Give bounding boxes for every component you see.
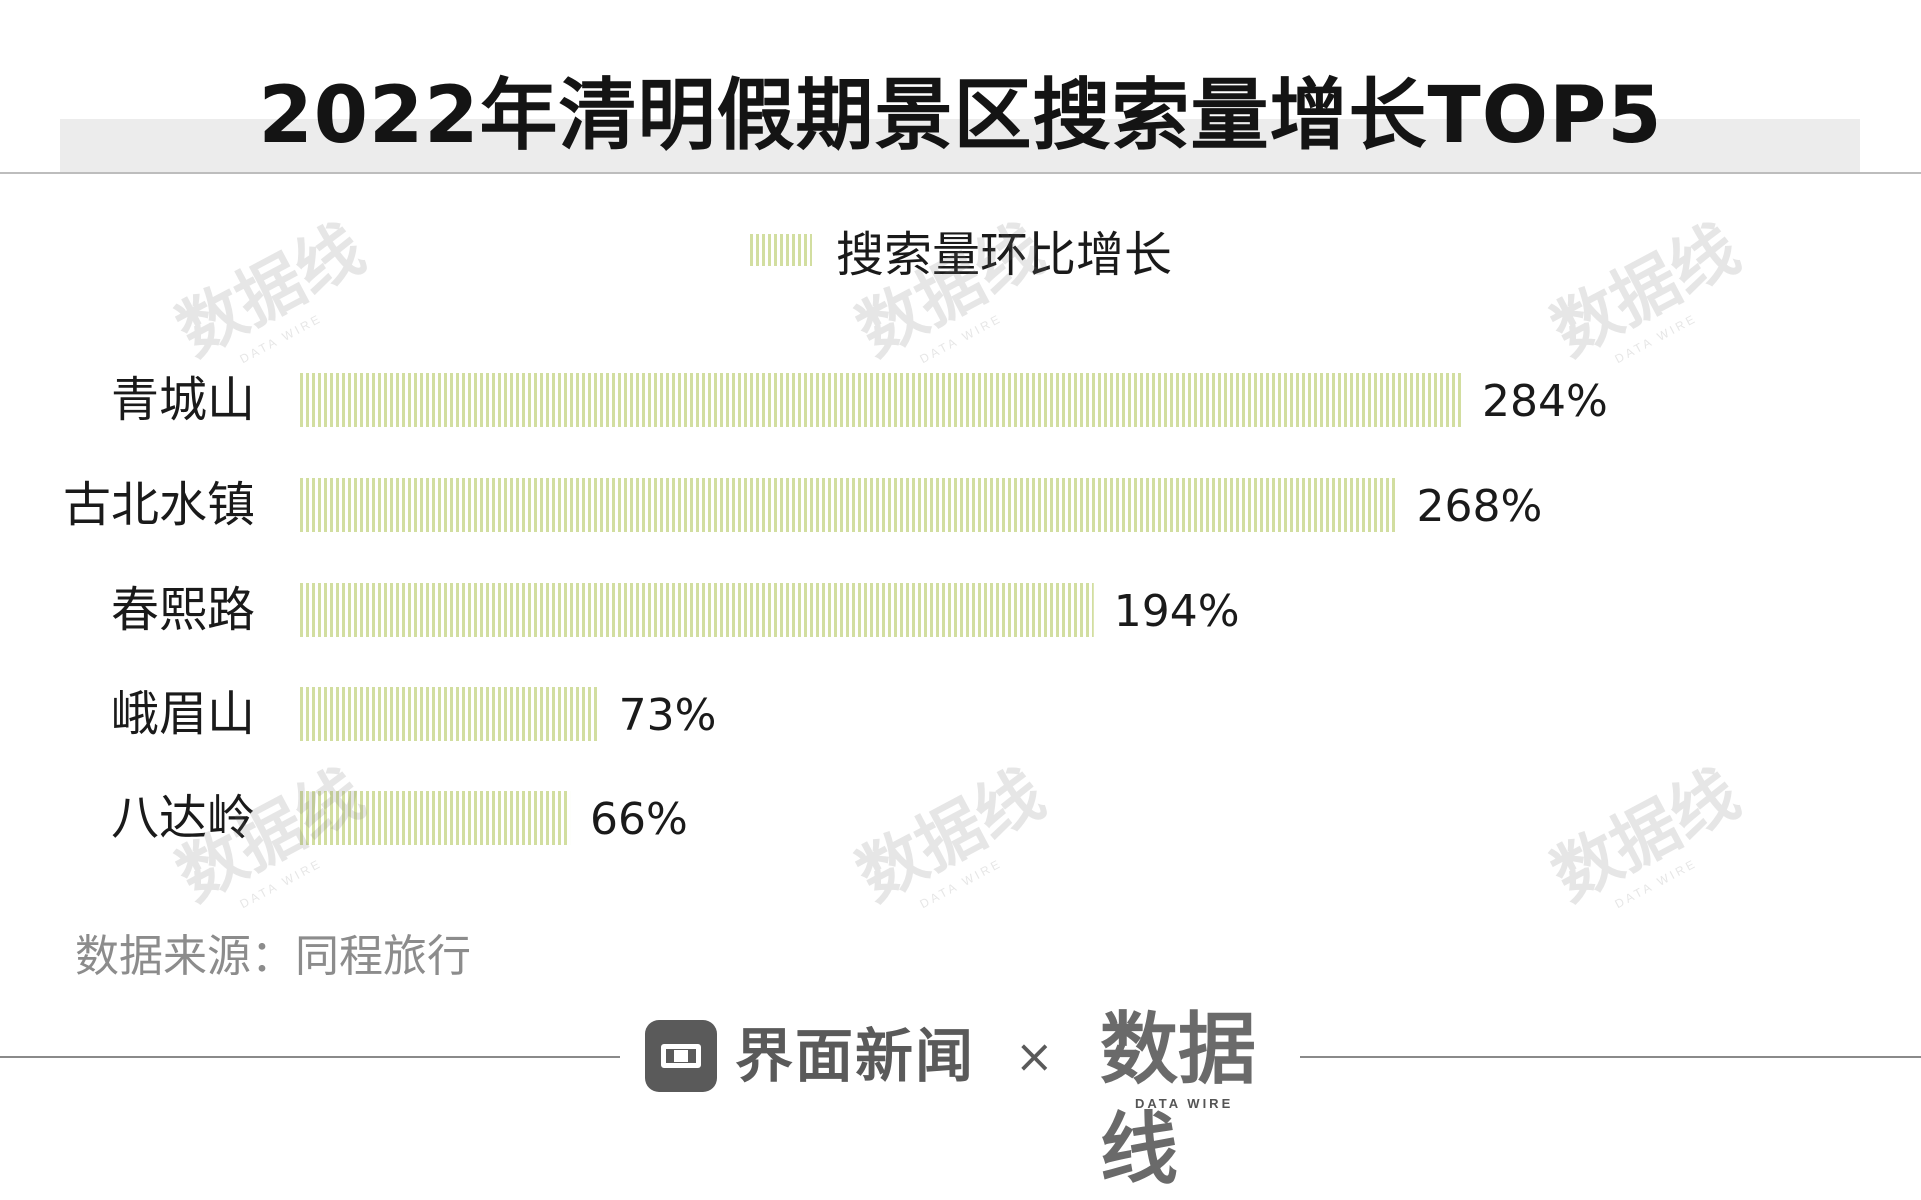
separator: × <box>1015 1029 1054 1083</box>
jiemian-logo-icon <box>645 1020 717 1092</box>
value-label: 284% <box>1482 376 1608 427</box>
partner-name: 界面新闻 <box>735 1022 976 1090</box>
title-divider <box>0 172 1921 174</box>
bar <box>300 583 1094 637</box>
footer-rule-right <box>1300 1056 1921 1058</box>
value-label: 268% <box>1417 481 1543 532</box>
legend: 搜索量环比增长 <box>750 220 1172 283</box>
legend-label: 搜索量环比增长 <box>836 227 1173 283</box>
value-label: 66% <box>590 794 688 845</box>
bar <box>300 791 571 845</box>
category-label: 古北水镇 <box>63 477 255 533</box>
chart-title: 2022年清明假期景区搜索量增长TOP5 <box>258 71 1663 161</box>
title-band <box>60 119 1860 172</box>
category-label: 八达岭 <box>111 790 255 846</box>
value-label: 194% <box>1114 586 1240 637</box>
bar <box>300 478 1397 532</box>
brand-sub: DATA WIRE <box>1135 1096 1234 1111</box>
footer-rule-left <box>0 1056 620 1058</box>
data-source: 数据来源：同程旅行 <box>75 931 471 982</box>
category-label: 峨眉山 <box>111 686 255 742</box>
bar <box>300 373 1462 427</box>
bar <box>300 687 599 741</box>
datawire-logo: 数据线 DATA WIRE <box>1095 1000 1285 1195</box>
category-label: 春熙路 <box>111 582 255 638</box>
value-label: 73% <box>619 690 717 741</box>
category-label: 青城山 <box>111 372 255 428</box>
bar-chart: 青城山 284% 古北水镇 268% 春熙路 194% 峨眉山 73% 八达岭 66% <box>63 372 1608 846</box>
legend-swatch <box>750 234 812 266</box>
